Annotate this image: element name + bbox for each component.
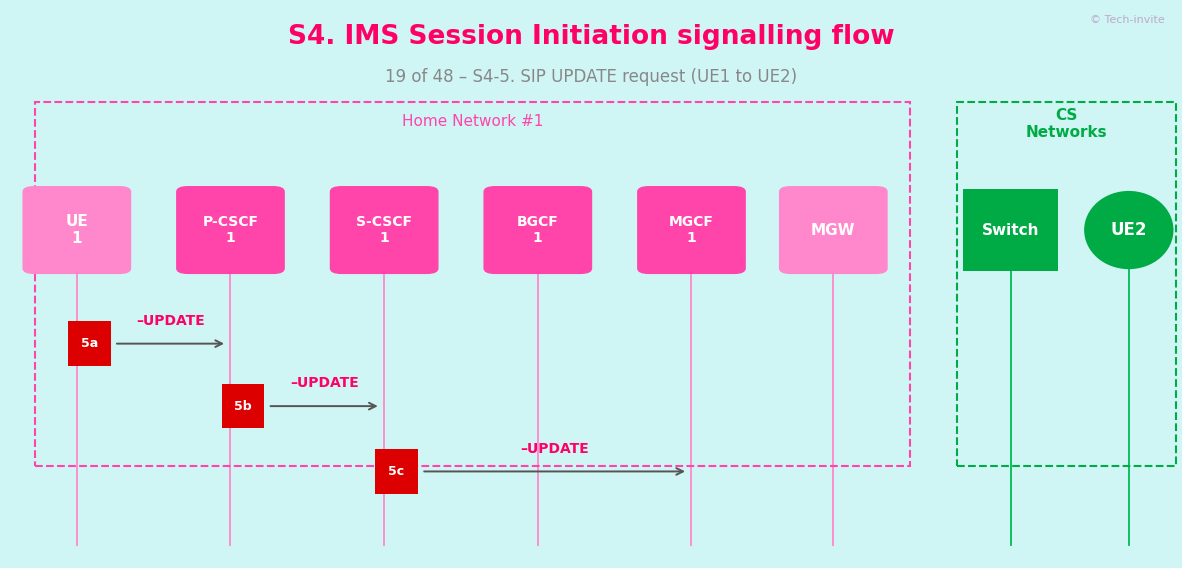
Text: CS
Networks: CS Networks (1026, 108, 1108, 140)
FancyBboxPatch shape (637, 186, 746, 274)
Text: 5c: 5c (389, 465, 404, 478)
Text: –UPDATE: –UPDATE (290, 376, 358, 390)
FancyBboxPatch shape (376, 449, 418, 494)
FancyBboxPatch shape (330, 186, 439, 274)
Text: MGW: MGW (811, 223, 856, 237)
Text: Switch: Switch (982, 223, 1039, 237)
FancyBboxPatch shape (222, 384, 265, 428)
Text: –UPDATE: –UPDATE (136, 314, 204, 328)
Text: © Tech-invite: © Tech-invite (1090, 15, 1164, 25)
Text: 5b: 5b (234, 400, 252, 412)
Text: UE2: UE2 (1111, 221, 1147, 239)
Text: BGCF
1: BGCF 1 (517, 215, 559, 245)
Ellipse shape (1084, 191, 1174, 269)
Text: MGCF
1: MGCF 1 (669, 215, 714, 245)
FancyBboxPatch shape (483, 186, 592, 274)
FancyBboxPatch shape (69, 321, 111, 366)
FancyBboxPatch shape (779, 186, 888, 274)
FancyBboxPatch shape (963, 190, 1058, 271)
Text: Home Network #1: Home Network #1 (402, 114, 544, 128)
Text: UE
1: UE 1 (65, 214, 89, 247)
Text: S4. IMS Session Initiation signalling flow: S4. IMS Session Initiation signalling fl… (287, 24, 895, 50)
Text: S-CSCF
1: S-CSCF 1 (356, 215, 413, 245)
Text: 5a: 5a (80, 337, 98, 350)
Text: –UPDATE: –UPDATE (520, 441, 589, 456)
Text: P-CSCF
1: P-CSCF 1 (202, 215, 259, 245)
FancyBboxPatch shape (176, 186, 285, 274)
Text: 19 of 48 – S4-5. SIP UPDATE request (UE1 to UE2): 19 of 48 – S4-5. SIP UPDATE request (UE1… (385, 68, 797, 86)
FancyBboxPatch shape (22, 186, 131, 274)
